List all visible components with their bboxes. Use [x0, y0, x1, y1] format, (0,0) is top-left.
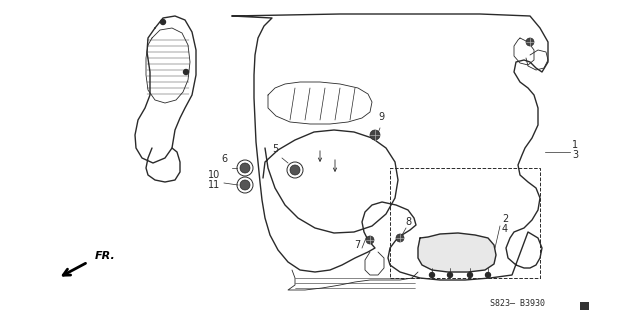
Circle shape: [429, 272, 435, 278]
Text: 9: 9: [378, 112, 384, 122]
Text: 7: 7: [354, 240, 360, 250]
Circle shape: [290, 165, 300, 175]
Text: 5: 5: [272, 144, 278, 154]
Circle shape: [240, 180, 250, 190]
Circle shape: [370, 130, 380, 140]
Text: 8: 8: [405, 217, 411, 227]
Text: 10: 10: [208, 170, 220, 180]
Text: FR.: FR.: [95, 251, 116, 261]
Circle shape: [184, 70, 189, 75]
Text: 1: 1: [572, 140, 578, 150]
Bar: [580, 302, 589, 310]
Circle shape: [396, 234, 404, 242]
Text: 3: 3: [572, 150, 578, 160]
Circle shape: [486, 272, 490, 278]
Text: S823– B3930: S823– B3930: [490, 299, 545, 308]
Circle shape: [526, 38, 534, 46]
Text: 11: 11: [208, 180, 220, 190]
Text: 4: 4: [502, 224, 508, 234]
Circle shape: [161, 19, 166, 25]
Circle shape: [366, 236, 374, 244]
Text: 2: 2: [502, 214, 508, 224]
Polygon shape: [418, 233, 496, 272]
Bar: [390, 168, 540, 278]
Circle shape: [467, 272, 472, 278]
Circle shape: [447, 272, 452, 278]
Text: 6: 6: [222, 154, 228, 164]
Circle shape: [240, 163, 250, 173]
